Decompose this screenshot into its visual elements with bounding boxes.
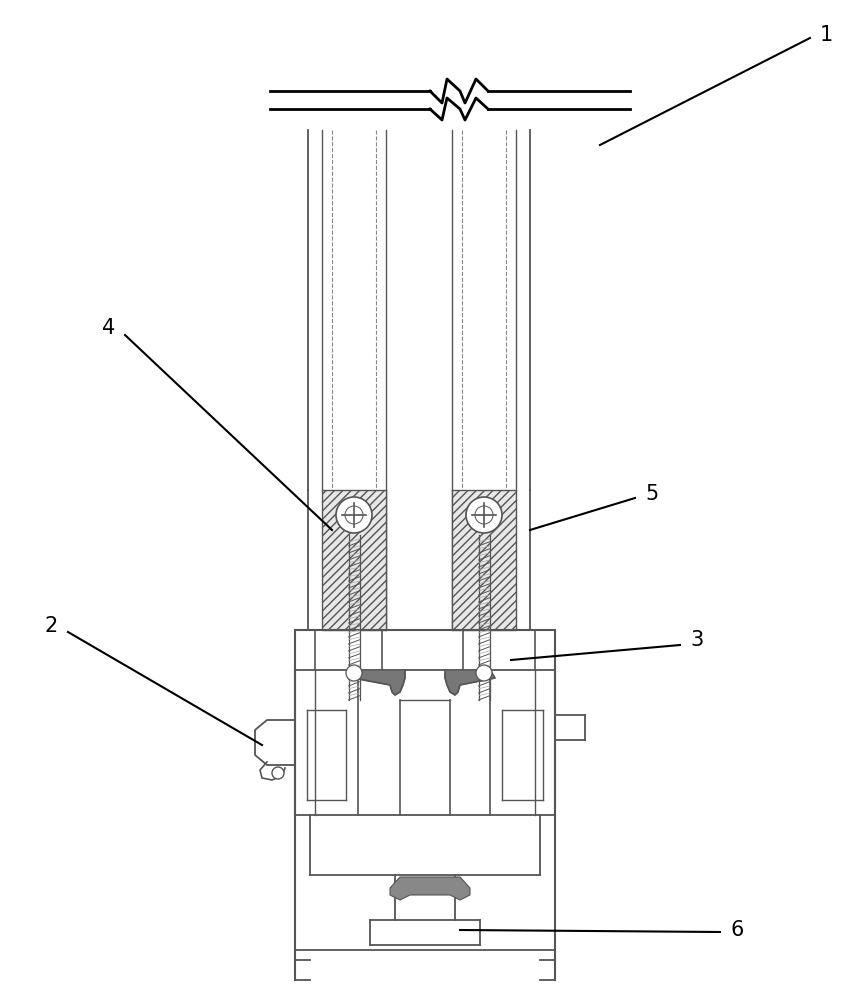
Polygon shape — [445, 670, 495, 695]
Text: 2: 2 — [45, 616, 58, 636]
Circle shape — [466, 497, 502, 533]
Text: 6: 6 — [730, 920, 743, 940]
Circle shape — [346, 665, 362, 681]
Polygon shape — [353, 670, 405, 695]
Text: 4: 4 — [101, 318, 115, 338]
Text: 5: 5 — [645, 484, 658, 504]
Bar — [452, 490, 516, 630]
Circle shape — [272, 767, 284, 779]
Polygon shape — [390, 877, 470, 900]
Circle shape — [476, 665, 492, 681]
Text: 1: 1 — [820, 25, 833, 45]
Bar — [322, 490, 386, 630]
Text: 3: 3 — [690, 630, 703, 650]
Circle shape — [336, 497, 372, 533]
